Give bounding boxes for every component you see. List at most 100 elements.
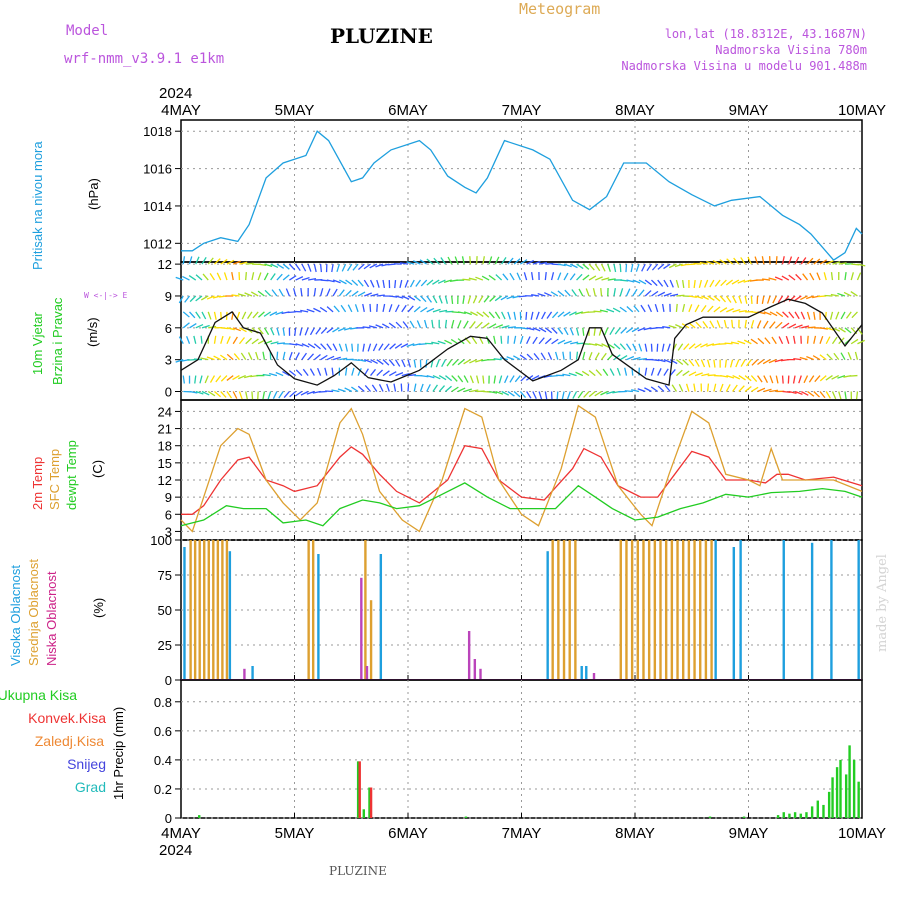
wind-barb [194, 375, 197, 384]
wind-barb [439, 309, 448, 313]
wind-barb [336, 263, 340, 272]
wind-barb [601, 277, 610, 281]
wind-barb [178, 336, 184, 345]
wind-barb [701, 295, 709, 300]
wind-barb [794, 256, 800, 265]
wind-barb [809, 272, 815, 281]
bar-cloud-1 [642, 540, 645, 680]
lonlat-label: lon,lat (18.8312E, 43.1687N) [665, 27, 867, 41]
wind-barb [443, 279, 452, 283]
wind-barb [426, 279, 434, 286]
wind-barb [813, 258, 821, 265]
wind-barb [778, 336, 784, 345]
wind-barb [523, 272, 528, 281]
wind-barb [363, 279, 370, 288]
wind-barb [357, 279, 364, 287]
wind-barb [576, 273, 583, 281]
bar-precip-0 [464, 816, 468, 818]
wind-barb [737, 279, 746, 284]
wind-barb [588, 275, 597, 281]
wind-barb [855, 391, 859, 400]
bar-cloud-1 [710, 540, 713, 680]
ytick-label-temperature: 21 [158, 422, 172, 437]
model-name: wrf-nmm_v3.9.1 e1km [64, 51, 224, 67]
wind-barb [241, 311, 247, 320]
wind-barb [519, 335, 524, 344]
ytick-label-pressure: 1018 [143, 124, 172, 139]
wind-barb [682, 303, 686, 313]
wind-barb [406, 343, 415, 348]
bar-precip-0 [368, 787, 371, 818]
bar-cloud-2 [365, 666, 369, 680]
bar-cloud-1 [212, 540, 215, 680]
wind-barb [354, 304, 359, 313]
wind-barb [381, 323, 390, 329]
wind-barb [694, 295, 703, 300]
wind-barb [182, 275, 190, 281]
precip-ylabel: 1hr Precip (mm) [111, 707, 126, 800]
wind-barb [788, 390, 797, 395]
wind-barb [768, 359, 777, 364]
wind-barb [685, 383, 690, 392]
wind-barb [263, 327, 270, 335]
wind-barb [666, 343, 671, 352]
wind-barb [375, 263, 384, 268]
wind-barb [630, 263, 634, 273]
wind-barb [557, 263, 566, 267]
wind-barb [724, 342, 733, 345]
wind-barb [345, 279, 353, 286]
wind-barb [725, 279, 734, 286]
ytick-label-temperature: 24 [158, 404, 172, 419]
wind-barb [694, 304, 700, 313]
wind-barb [763, 388, 772, 393]
wind-barb [637, 327, 646, 332]
wind-barb [226, 327, 235, 331]
wind-barb [675, 324, 683, 329]
wind-barb [519, 391, 527, 399]
wind-barb [495, 390, 504, 395]
wind-barb [829, 311, 834, 320]
wind-barb [313, 263, 317, 273]
wind-barb [526, 353, 534, 361]
wind-barb [426, 258, 434, 265]
wind-barb [251, 338, 259, 345]
bar-precip-0 [810, 806, 814, 818]
bar-cloud-2 [467, 631, 471, 680]
wind-barb [319, 306, 328, 313]
wind-barb [825, 260, 834, 265]
ytick-label-wind: 6 [165, 321, 172, 336]
wind-barb [509, 272, 515, 281]
wind-barb [347, 263, 353, 272]
x-label-bottom: 10MAY [838, 825, 886, 842]
wind-barb [537, 293, 546, 297]
wind-barb [735, 359, 740, 368]
wind-barb [731, 319, 734, 328]
wind-barb [706, 343, 715, 347]
wind-barb [413, 383, 417, 392]
wind-barb [530, 272, 534, 281]
bar-precip-0 [788, 813, 791, 818]
wind-barb [819, 354, 827, 361]
ytick-label-temperature: 15 [158, 456, 172, 471]
wind-barb [744, 385, 752, 393]
wind-barb [525, 311, 528, 320]
wind-barb [651, 290, 659, 297]
ytick-label-wind: 12 [158, 257, 172, 272]
wind-barb [282, 351, 286, 360]
wind-barb [313, 307, 321, 313]
wind-barb [451, 386, 459, 393]
wind-barb [188, 256, 193, 265]
wind-barb [263, 272, 269, 281]
wind-barb [675, 369, 683, 377]
wind-barb [801, 325, 810, 329]
wind-barb [644, 343, 648, 352]
bar-cloud-0 [228, 551, 232, 680]
wind-barb [520, 327, 529, 330]
bar-cloud-0 [546, 551, 549, 680]
wind-barb [238, 374, 246, 380]
wind-barb [376, 303, 378, 312]
wind-barb [326, 306, 334, 313]
wind-barb [819, 391, 826, 399]
wind-barb [737, 340, 746, 345]
wind-barb [716, 320, 721, 329]
